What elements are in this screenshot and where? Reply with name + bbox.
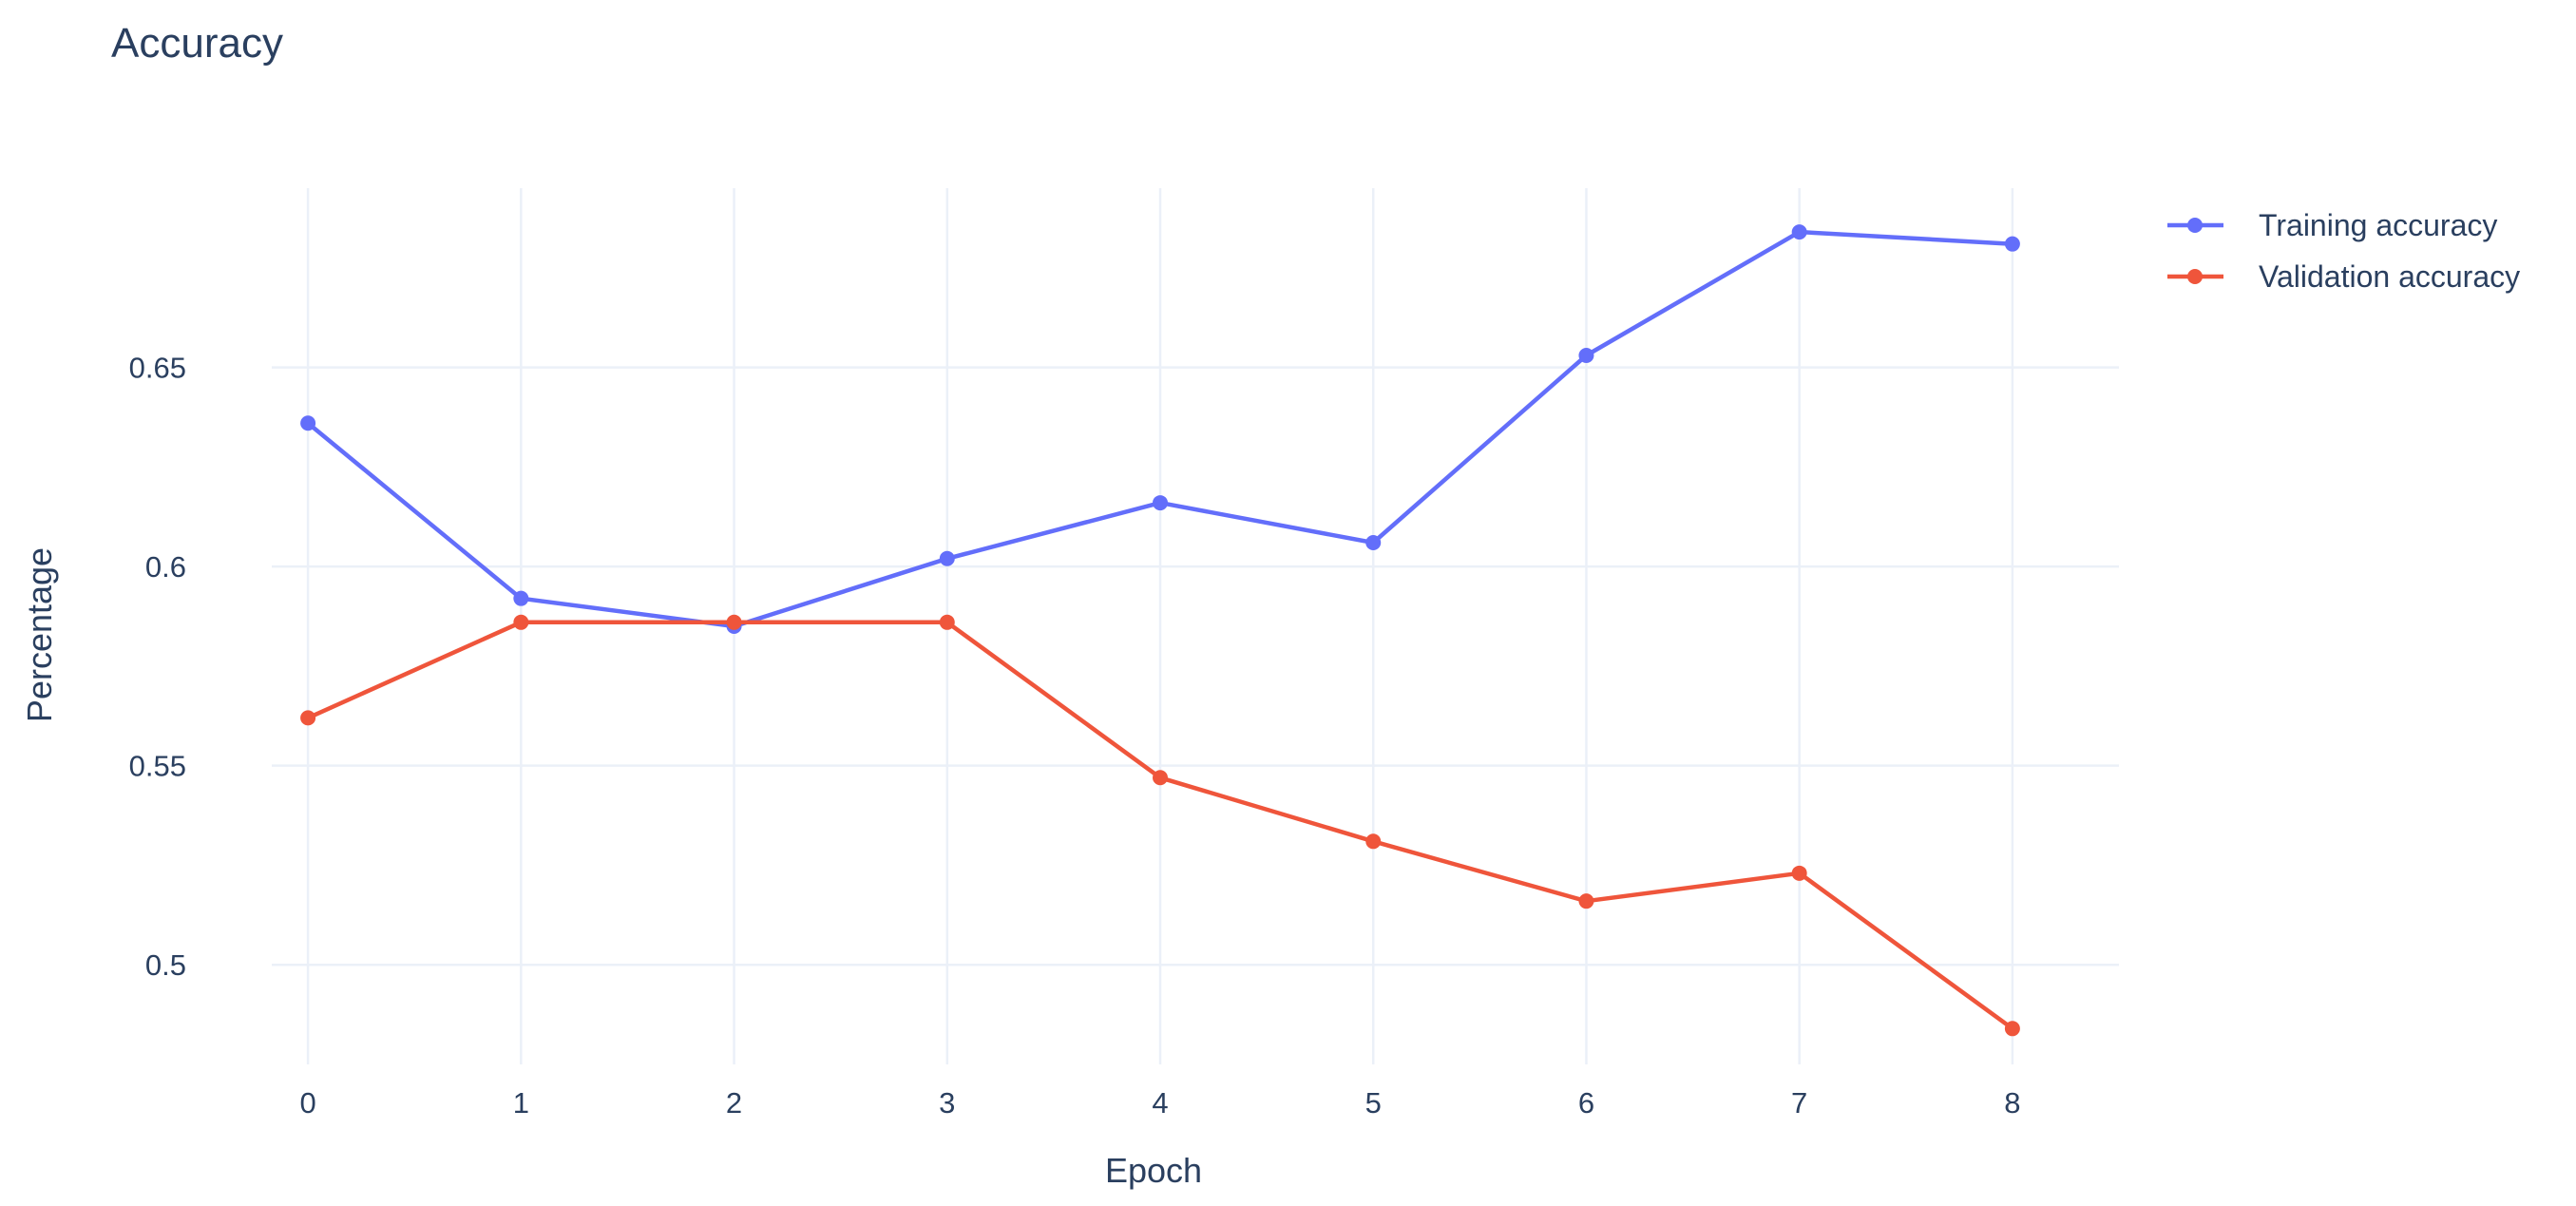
data-point (2004, 236, 2020, 252)
legend-item[interactable]: Validation accuracy (2167, 259, 2520, 294)
y-tick-label: 0.55 (129, 750, 186, 783)
data-point (1365, 833, 1382, 850)
data-point (1153, 495, 1169, 511)
x-tick-label: 7 (1791, 1086, 1807, 1120)
data-point (1153, 770, 1169, 786)
data-point (300, 710, 316, 726)
x-tick-label: 5 (1365, 1086, 1382, 1120)
chart-title: Accuracy (111, 20, 283, 67)
data-point (1578, 348, 1594, 364)
x-tick-label: 6 (1578, 1086, 1594, 1120)
data-point (2004, 1021, 2020, 1037)
x-tick-label: 8 (2004, 1086, 2020, 1120)
legend[interactable]: Training accuracy Validation accuracy (2167, 208, 2520, 294)
y-tick-label: 0.6 (145, 550, 186, 584)
legend-item[interactable]: Training accuracy (2167, 208, 2497, 242)
legend-marker (2187, 269, 2203, 284)
x-tick-label: 1 (513, 1086, 529, 1120)
data-point (726, 614, 742, 630)
data-point (1791, 224, 1807, 240)
data-point (1791, 865, 1807, 881)
data-point (1578, 893, 1594, 909)
data-point (1365, 534, 1382, 550)
y-gridlines (272, 366, 2119, 967)
data-point (300, 415, 316, 431)
y-tick-labels: 0.5 0.55 0.6 0.65 (129, 352, 186, 983)
x-tick-label: 3 (939, 1086, 955, 1120)
legend-marker (2187, 218, 2203, 233)
data-point (513, 614, 529, 630)
data-point (513, 590, 529, 606)
y-axis-title: Percentage (20, 547, 59, 722)
legend-label: Validation accuracy (2259, 259, 2520, 294)
x-axis-title: Epoch (1105, 1151, 1202, 1190)
x-tick-labels: 0 1 2 3 4 5 6 7 8 (299, 1086, 2020, 1120)
x-tick-label: 0 (299, 1086, 315, 1120)
x-gridlines (306, 188, 2014, 1064)
y-tick-label: 0.5 (145, 948, 186, 982)
x-tick-label: 4 (1152, 1086, 1168, 1120)
series-validation (300, 614, 2020, 1037)
data-point (939, 550, 955, 566)
y-tick-label: 0.65 (129, 352, 186, 385)
x-tick-label: 2 (726, 1086, 742, 1120)
series-layer (300, 224, 2020, 1037)
data-point (939, 614, 955, 630)
legend-label: Training accuracy (2259, 208, 2497, 242)
